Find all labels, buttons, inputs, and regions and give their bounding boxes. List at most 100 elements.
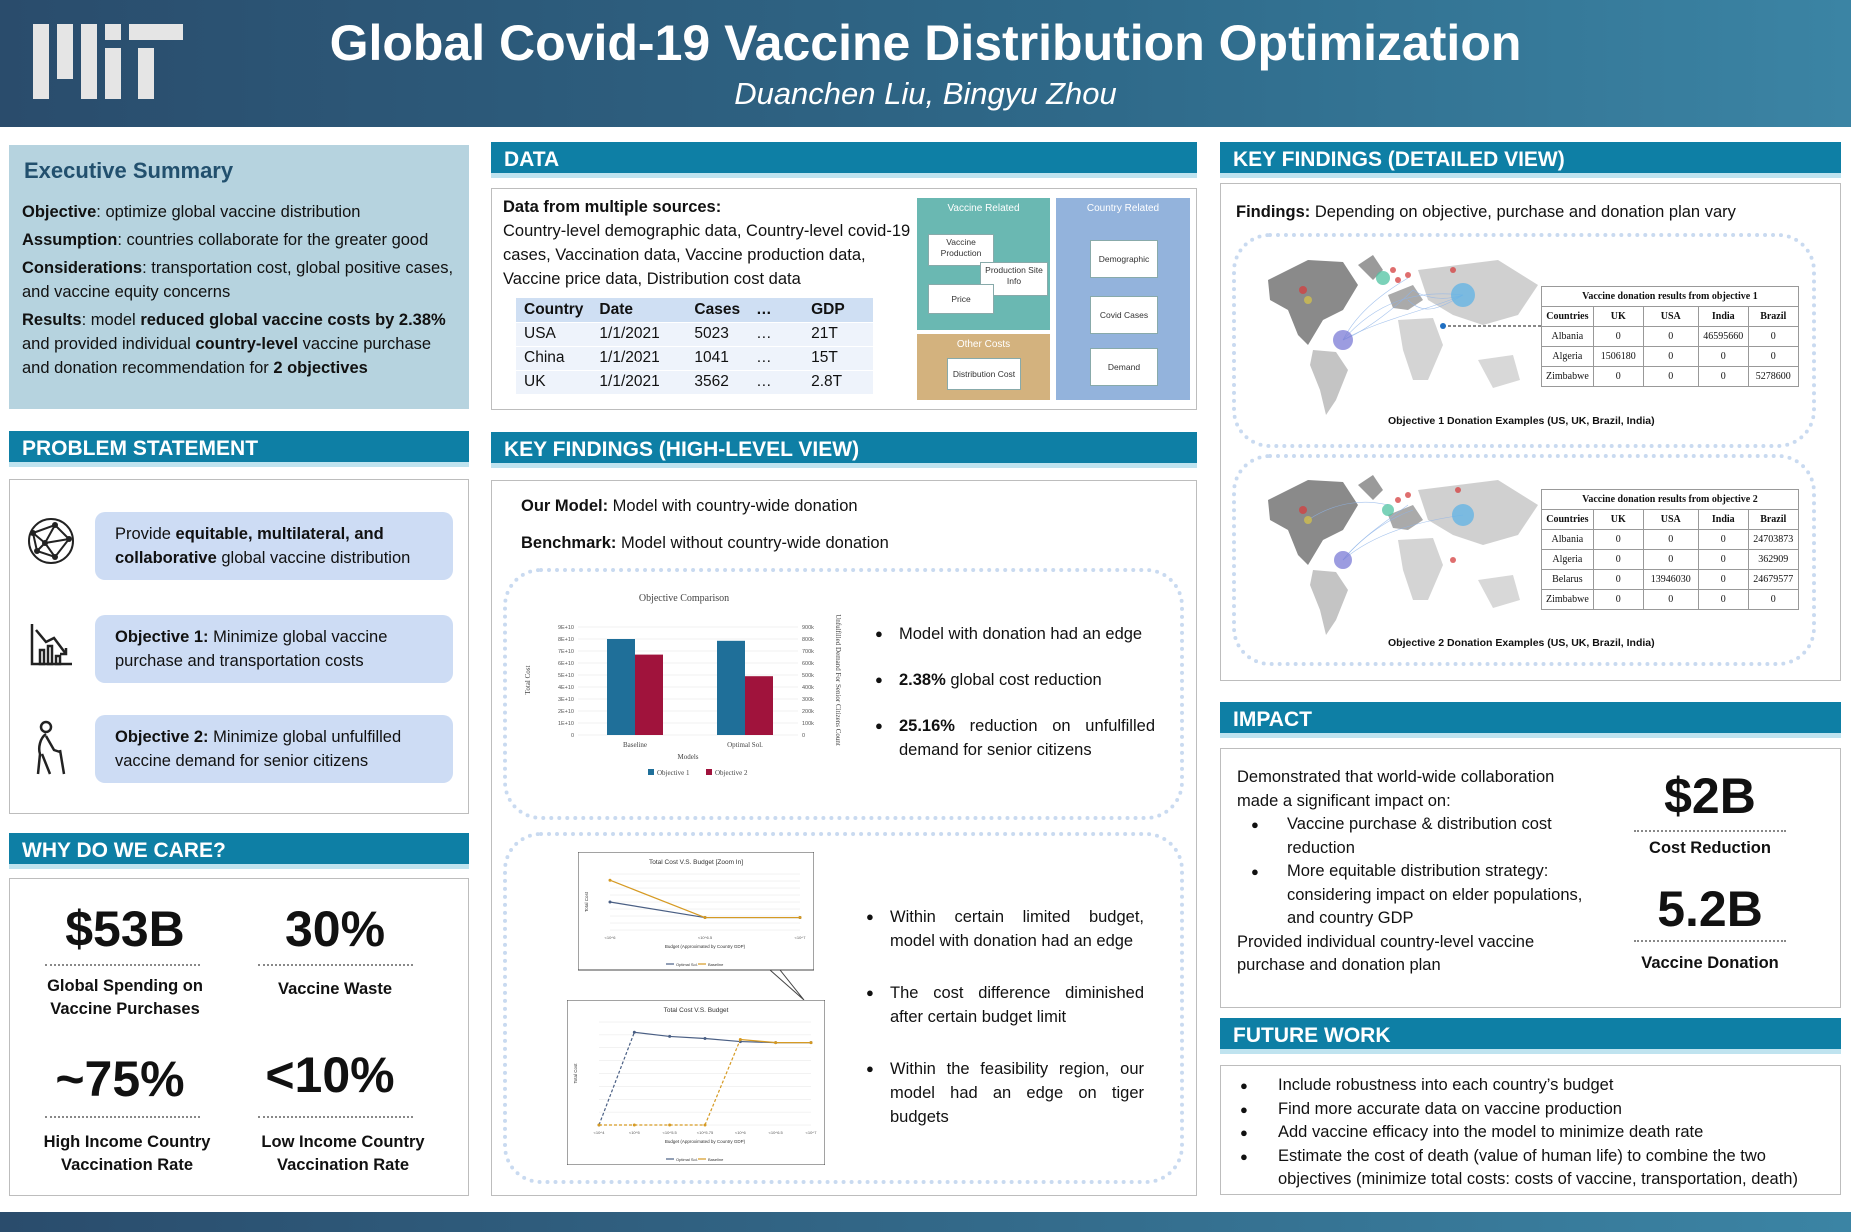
donation-table-row: Belarus 0 13946030 0 24679577: [1541, 569, 1799, 590]
data-point: [668, 1034, 672, 1038]
poster-title: Global Covid-19 Vaccine Distribution Opt…: [329, 15, 1522, 71]
donation-table-cell: 13946030: [1642, 569, 1699, 590]
demand-box: Demand: [1090, 348, 1158, 386]
donation-table-cell: 0: [1697, 346, 1749, 367]
donation-table-cell: 24703873: [1747, 529, 1799, 550]
stat-divider: [258, 1116, 413, 1118]
x-tick-label: Baseline: [623, 741, 647, 749]
map-marker: [1405, 272, 1411, 278]
map-marker: [1395, 277, 1401, 283]
why-care-header: WHY DO WE CARE?: [9, 833, 469, 869]
data-table-cell: 15T: [803, 346, 874, 371]
donation-table-row: Zimbabwe 0 0 0 0: [1541, 589, 1799, 610]
objective-2-map-caption: Objective 2 Donation Examples (US, UK, B…: [1388, 637, 1655, 649]
x-tick-label: <10^5.75: [697, 1130, 714, 1135]
price-box: Price: [928, 284, 994, 314]
series-line-1: [704, 1039, 741, 1126]
data-point: [668, 1123, 672, 1127]
data-header: DATA: [491, 142, 1197, 178]
budget-comparison-box: [503, 832, 1184, 1184]
data-table-row: China 1/1/2021 1041… 15T: [516, 346, 874, 371]
donation-table-cell: 0: [1592, 589, 1644, 610]
stat-spending-caption: Global Spending on Vaccine Purchases: [47, 977, 203, 1018]
poster-authors: Duanchen Liu, Bingyu Zhou: [734, 76, 1117, 111]
world-map-objective-2: [1248, 460, 1548, 645]
data-point: [597, 1123, 601, 1127]
high-finding-6: Within the feasibility region, our model…: [866, 1057, 1144, 1129]
donation-table-cell: 0: [1697, 529, 1749, 550]
donation-table-cell: Albania: [1541, 529, 1594, 550]
impact-divider: [1634, 830, 1786, 832]
donation-table-cell: Algeria: [1541, 549, 1594, 570]
stat-low-income-caption: Low Income Country Vaccination Rate: [261, 1133, 425, 1174]
demographic-box: Demographic: [1090, 240, 1158, 278]
data-table-cell: UK: [516, 370, 592, 395]
donation-table-cell: UK: [1592, 306, 1644, 327]
stat-spending: $53B: [65, 901, 185, 957]
donation-table-cell: 0: [1642, 366, 1699, 387]
donation-table-row: Algeria 0 0 0 362909: [1541, 549, 1799, 570]
x-axis-label: Budget (Approximated by Country GDP): [665, 1139, 746, 1144]
donation-table-row: Albania 0 0 0 24703873: [1541, 529, 1799, 550]
high-finding-4: Within certain limited budget, model wit…: [866, 905, 1144, 953]
donation-table-cell: 0: [1592, 326, 1644, 347]
map-landmass: [1310, 350, 1348, 415]
donation-table-cell: 0: [1642, 346, 1699, 367]
impact-text: Demonstrated that world-wide collaborati…: [1237, 766, 1597, 978]
y-tick-label: 5E+10: [558, 673, 574, 679]
data-table-cell: China: [516, 346, 592, 371]
donation-table-objective-2: Vaccine donation results from objective …: [1541, 489, 1799, 610]
map-marker: [1376, 271, 1390, 285]
x-tick-label: <10^6: [735, 1130, 747, 1135]
map-marker: [1455, 487, 1461, 493]
donation-table-objective-1: Vaccine donation results from objective …: [1541, 286, 1799, 387]
map-marker: [1304, 516, 1312, 524]
legend-label: Baseline: [708, 1157, 724, 1162]
series-line-0: [704, 1037, 741, 1043]
map-landmass: [1418, 480, 1538, 545]
problem-pill-goal: Provide equitable, multilateral, and col…: [95, 512, 453, 580]
x-tick-label: <10^6: [605, 935, 617, 940]
data-point: [798, 916, 802, 920]
donation-table-cell: 0: [1697, 569, 1749, 590]
objective-comparison-box: [503, 568, 1184, 820]
donation-table-cell: 0: [1642, 589, 1699, 610]
series-line-1: [609, 879, 706, 919]
high-finding-2: 2.38% global cost reduction: [875, 668, 1155, 692]
series-line-1: [740, 1038, 776, 1044]
donation-table-cell: Algeria: [1541, 346, 1594, 367]
x-tick-label: <10^6.5: [769, 1130, 784, 1135]
donation-table-cell: India: [1697, 509, 1749, 530]
data-point: [738, 1038, 742, 1042]
donation-table-cell: 0: [1592, 366, 1644, 387]
data-table-cell: 21T: [803, 322, 874, 347]
y-tick-label: 3E+10: [558, 697, 574, 703]
chart-title: Total Cost V.S. Budget: [664, 1007, 729, 1014]
donation-table-row: Algeria 1506180 0 0 0: [1541, 346, 1799, 367]
data-point: [703, 1123, 707, 1127]
map-connector-end: [1440, 323, 1446, 329]
y2-tick-label: 500k: [802, 673, 814, 679]
y2-tick-label: 900k: [802, 625, 814, 631]
donation-table-cell: Countries: [1541, 306, 1594, 327]
chart-title: Total Cost V.S. Budget [Zoom In]: [649, 859, 743, 866]
donation-table-cell: 0: [1697, 549, 1749, 570]
our-model-text: Our Model: Model with country-wide donat…: [521, 497, 858, 515]
y-axis-label: Total Cost: [584, 891, 589, 912]
poster-header: [0, 0, 1851, 127]
objective-1-map-caption: Objective 1 Donation Examples (US, UK, B…: [1388, 415, 1655, 427]
series-line-0: [669, 1035, 706, 1040]
y2-tick-label: 100k: [802, 721, 814, 727]
y2-tick-label: 300k: [802, 697, 814, 703]
bar-objective-2: [745, 676, 773, 735]
senior-citizen-icon: [30, 720, 72, 781]
donation-table-title: Vaccine donation results from objective …: [1541, 489, 1799, 510]
donation-table-cell: 0: [1697, 589, 1749, 610]
donation-table-row: Countries UK USA India Brazil: [1541, 509, 1799, 530]
y-axis-label: Total Cost: [573, 1063, 578, 1084]
donation-table-cell: 1506180: [1592, 346, 1644, 367]
data-point: [774, 1041, 778, 1045]
objective-1-map-box: [1232, 233, 1816, 448]
data-table-cell: Date: [591, 298, 687, 323]
high-finding-5: The cost difference diminished after cer…: [866, 981, 1144, 1029]
